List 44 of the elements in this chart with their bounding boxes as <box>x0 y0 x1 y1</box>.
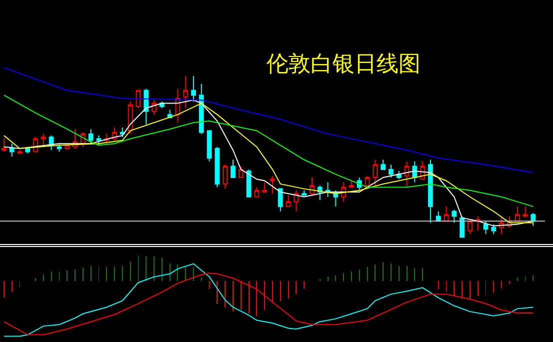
candlestick <box>452 209 457 224</box>
candlestick <box>191 75 196 102</box>
candlestick <box>468 220 472 234</box>
candlestick <box>17 150 22 154</box>
candlestick <box>206 130 212 162</box>
candlestick <box>412 160 418 183</box>
candlestick <box>286 194 291 208</box>
candlestick <box>238 166 244 178</box>
candlestick <box>483 220 488 234</box>
candlestick <box>491 224 496 234</box>
candlestick <box>514 206 520 222</box>
candlestick <box>56 143 62 152</box>
candlestick <box>310 177 314 196</box>
candlestick <box>152 100 156 116</box>
candlestick <box>380 159 386 170</box>
candlestick <box>183 75 188 109</box>
candlestick <box>428 159 433 224</box>
candlestick <box>262 182 268 193</box>
candlestick <box>254 186 260 198</box>
candlestick <box>325 182 330 198</box>
candlestick <box>388 164 394 178</box>
candlestick <box>214 146 220 188</box>
chart-title: 伦敦白银日线图 <box>266 52 420 78</box>
candlestick <box>128 101 133 134</box>
candlestick <box>88 128 94 144</box>
candlestick <box>41 133 46 146</box>
candlestick <box>278 188 283 212</box>
candlestick <box>475 216 480 232</box>
candlestick <box>222 164 228 190</box>
candlestick <box>2 138 6 152</box>
candlestick <box>9 143 14 158</box>
candlestick <box>144 88 149 125</box>
candlestick <box>48 135 54 151</box>
candlestick <box>530 212 536 226</box>
candlestick <box>270 175 275 194</box>
candlestick <box>198 83 204 134</box>
candlestick <box>294 190 299 212</box>
candlestick <box>522 206 528 217</box>
candlestick <box>436 210 441 222</box>
candlestick <box>404 160 410 188</box>
candlestick <box>349 180 354 188</box>
candlestick <box>230 159 236 178</box>
candlestick <box>372 159 378 186</box>
candlestick <box>302 190 307 196</box>
